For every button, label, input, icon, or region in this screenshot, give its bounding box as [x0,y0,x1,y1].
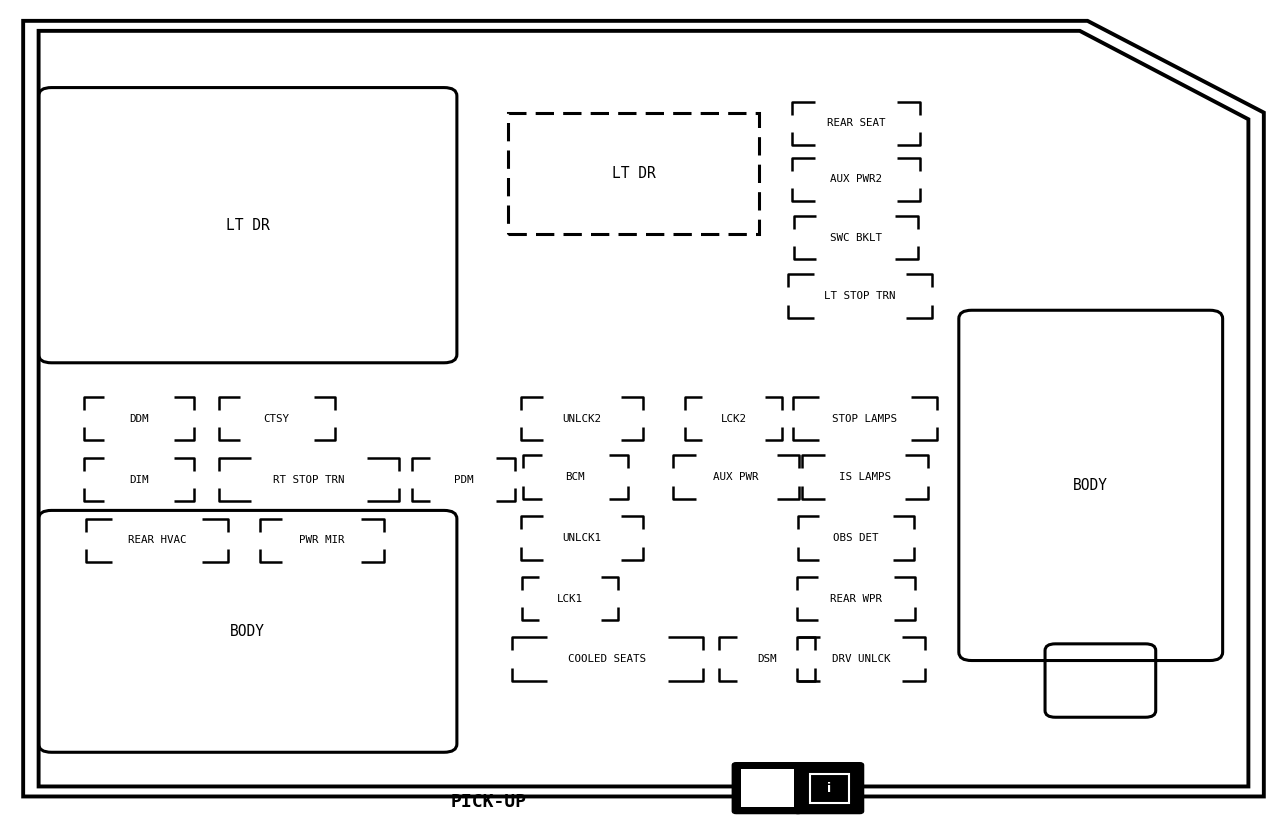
Text: i: i [826,781,831,795]
Text: PICK-UP: PICK-UP [450,793,528,811]
FancyBboxPatch shape [732,762,802,814]
Text: SWC BKLT: SWC BKLT [830,233,882,243]
Text: COOLED SEATS: COOLED SEATS [569,654,646,664]
Bar [810,774,849,802]
Text: REAR WPR: REAR WPR [830,594,882,604]
Text: DRV UNLCK: DRV UNLCK [831,654,891,664]
Text: IS LAMPS: IS LAMPS [839,472,891,482]
Bar [741,769,794,807]
Bar [803,769,856,807]
Text: CTSY: CTSY [264,414,290,424]
Text: RT STOP TRN: RT STOP TRN [273,475,345,485]
Text: LCK1: LCK1 [557,594,583,604]
Text: BODY: BODY [230,624,265,639]
Text: STOP LAMPS: STOP LAMPS [833,414,897,424]
Text: AUX PWR2: AUX PWR2 [830,174,882,184]
Text: UNLCK2: UNLCK2 [562,414,601,424]
Text: BCM: BCM [565,472,586,482]
Text: PWR MIR: PWR MIR [299,535,345,545]
FancyBboxPatch shape [794,762,864,814]
Text: DIM: DIM [129,475,149,485]
Text: DDM: DDM [129,414,149,424]
Text: REAR SEAT: REAR SEAT [826,118,885,128]
Text: REAR HVAC: REAR HVAC [127,535,187,545]
Text: UNLCK1: UNLCK1 [562,533,601,543]
Text: AUX PWR: AUX PWR [713,472,759,482]
Text: DSM: DSM [757,654,777,664]
Text: BODY: BODY [1073,478,1108,493]
Text: LT DR: LT DR [613,166,655,180]
Text: OBS DET: OBS DET [833,533,879,543]
Text: LT DR: LT DR [227,218,269,233]
Bar [508,113,759,234]
Text: LCK2: LCK2 [721,414,746,424]
Text: PDM: PDM [453,475,474,485]
Text: LT STOP TRN: LT STOP TRN [824,291,896,301]
